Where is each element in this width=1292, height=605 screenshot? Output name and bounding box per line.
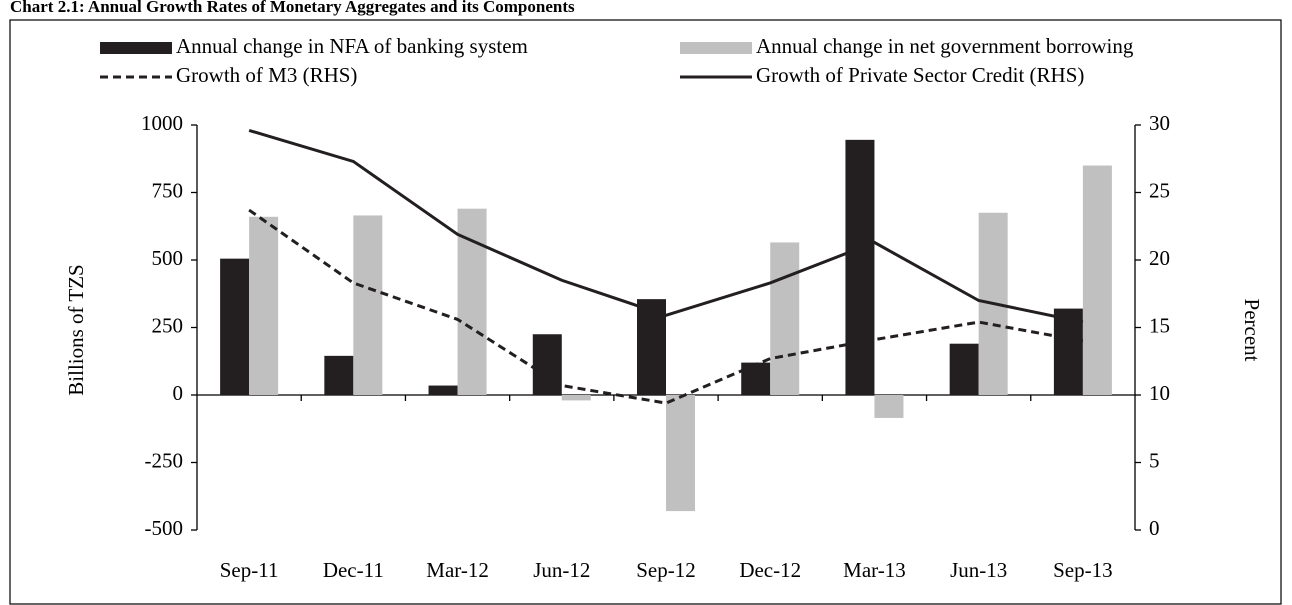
bar [770, 242, 800, 395]
y-tick-label: -500 [145, 516, 184, 540]
x-tick-label: Mar-12 [426, 558, 489, 582]
legend-label: Annual change in net government borrowin… [756, 34, 1134, 58]
y2-tick-label: 30 [1149, 111, 1170, 135]
y-axis-label: Billions of TZS [64, 264, 88, 395]
bar [1053, 308, 1083, 395]
bar [428, 385, 458, 395]
bar [949, 343, 979, 395]
y2-tick-label: 20 [1149, 246, 1170, 270]
y2-tick-label: 25 [1149, 178, 1170, 202]
y-tick-label: 500 [152, 246, 184, 270]
x-tick-label: Mar-13 [843, 558, 906, 582]
legend-label: Growth of Private Sector Credit (RHS) [756, 63, 1084, 87]
bar [353, 215, 383, 395]
bar [666, 395, 695, 512]
x-tick-label: Dec-12 [739, 558, 801, 582]
bar [741, 362, 771, 395]
line [248, 128, 1084, 324]
bar [561, 395, 591, 401]
y2-tick-label: 0 [1149, 516, 1160, 540]
x-tick-label: Sep-11 [220, 558, 279, 582]
y-tick-label: -250 [145, 448, 184, 472]
bar [220, 258, 250, 395]
x-tick-label: Sep-12 [636, 558, 696, 582]
y2-axis-label: Percent [1240, 299, 1264, 362]
chart-title: Chart 2.1: Annual Growth Rates of Moneta… [10, 0, 575, 16]
x-tick-label: Jun-12 [533, 558, 590, 582]
bar [249, 216, 279, 395]
legend-label: Annual change in NFA of banking system [176, 34, 528, 58]
bar [845, 139, 875, 395]
x-tick-label: Jun-13 [950, 558, 1007, 582]
legend-swatch [100, 42, 172, 54]
x-tick-label: Dec-11 [323, 558, 384, 582]
y2-tick-label: 10 [1149, 381, 1170, 405]
x-tick-label: Sep-13 [1053, 558, 1113, 582]
y2-tick-label: 5 [1149, 448, 1160, 472]
y2-tick-label: 15 [1149, 313, 1170, 337]
frame [9, 19, 1282, 605]
bar [324, 355, 354, 395]
y-tick-label: 1000 [141, 111, 183, 135]
bar [1082, 165, 1112, 395]
legend-swatch [680, 42, 752, 54]
legend-label: Growth of M3 (RHS) [176, 63, 357, 87]
line [248, 208, 1084, 405]
bar [874, 395, 904, 418]
y-tick-label: 250 [152, 313, 184, 337]
y-tick-label: 0 [173, 381, 184, 405]
bar [532, 334, 562, 395]
y-tick-label: 750 [152, 178, 184, 202]
